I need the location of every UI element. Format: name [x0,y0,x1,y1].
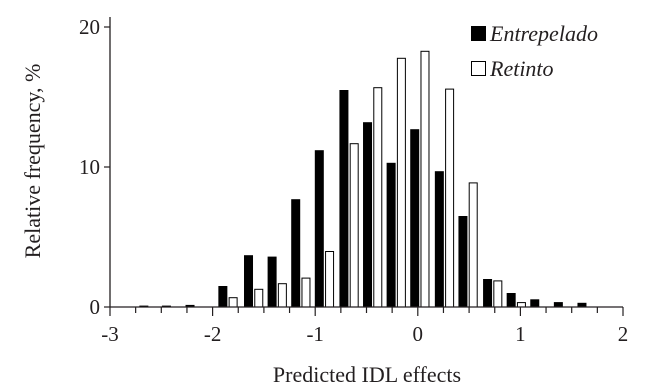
legend-swatch-retinto [471,61,486,76]
bar-entrepelado-5 [267,256,277,307]
y-tick-label: 20 [79,15,100,39]
bar-entrepelado-11 [410,129,420,307]
axes [104,17,624,316]
bar-retinto-8 [420,50,430,308]
bar-entrepelado-8 [339,90,349,307]
y-tick-label: 10 [79,155,100,179]
bar-entrepelado-16 [530,299,540,307]
bar-entrepelado-9 [363,122,373,307]
bar-entrepelado-6 [291,199,301,307]
bar-entrepelado-1 [161,305,171,307]
bar-retinto-6 [373,87,383,308]
legend-label-entrepelado: Entrepelado [489,21,598,46]
bar-entrepelado-4 [244,255,254,307]
bars-layer [139,50,587,308]
bar-entrepelado-3 [218,286,228,307]
x-tick-label: -1 [306,322,324,346]
bar-retinto-3 [301,277,311,308]
bar-entrepelado-12 [434,171,444,307]
bar-retinto-11 [493,280,503,308]
bar-retinto-2 [277,283,287,308]
legend: Entrepelado Retinto [471,21,598,81]
bar-retinto-4 [325,251,335,308]
bar-entrepelado-18 [577,302,587,307]
bar-retinto-5 [349,143,359,308]
bar-retinto-12 [516,302,526,308]
x-axis-title: Predicted IDL effects [273,362,461,387]
legend-swatch-entrepelado [471,26,486,41]
bar-entrepelado-10 [386,162,396,307]
legend-label-retinto: Retinto [489,56,554,81]
bar-entrepelado-17 [553,302,563,307]
bar-entrepelado-7 [314,150,324,307]
bar-retinto-1 [254,288,264,308]
x-tick-label: -3 [101,322,119,346]
x-tick-label: 0 [413,322,424,346]
y-axis-title: Relative frequency, % [20,64,45,259]
bar-retinto-10 [468,182,478,308]
bar-retinto-7 [396,57,406,308]
bar-entrepelado-13 [458,216,468,307]
y-tick-label: 0 [90,295,101,319]
bar-retinto-0 [228,297,238,308]
bar-retinto-9 [445,88,455,308]
bar-entrepelado-15 [506,293,516,307]
x-tick-label: 1 [515,322,526,346]
x-tick-label: 2 [618,322,629,346]
bar-entrepelado-14 [483,279,493,307]
x-tick-label: -2 [204,322,222,346]
bar-entrepelado-0 [139,305,149,307]
bar-entrepelado-2 [185,304,195,307]
